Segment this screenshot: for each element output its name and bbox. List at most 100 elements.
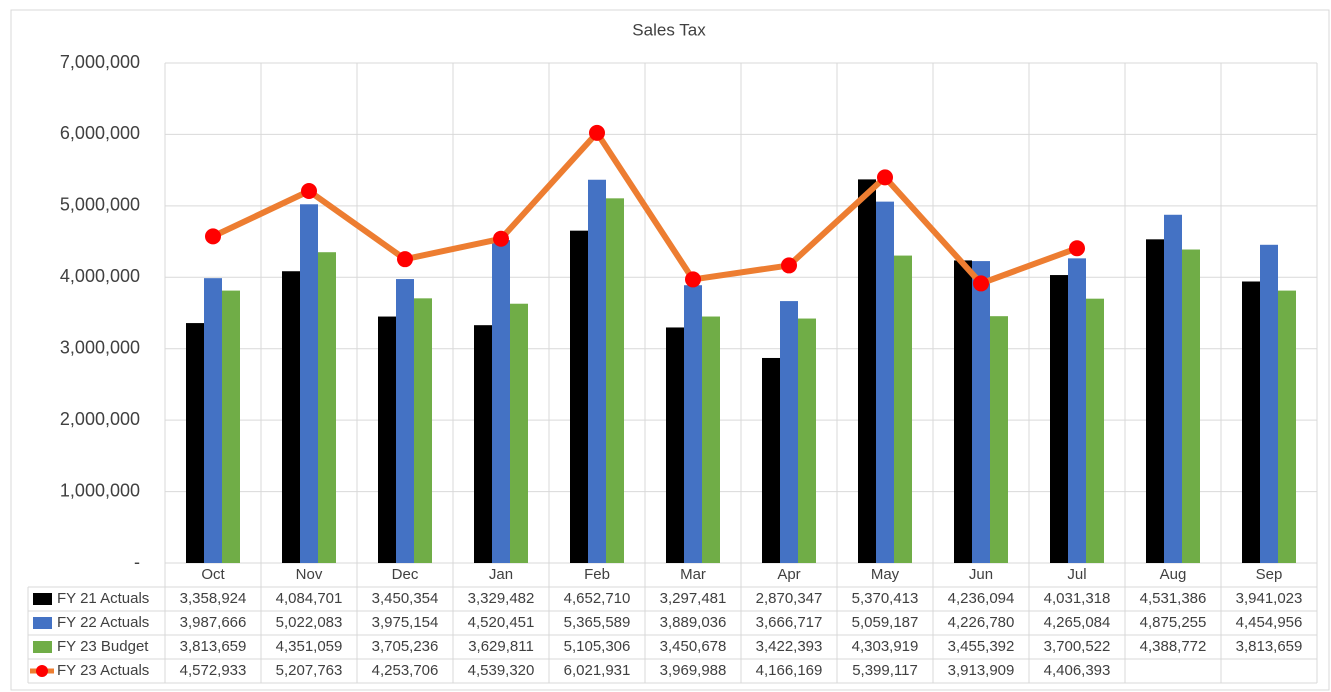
bar (282, 271, 300, 563)
marker (877, 169, 893, 186)
bar (990, 316, 1008, 563)
table-value: 3,666,717 (756, 614, 823, 631)
bar (684, 285, 702, 563)
table-value: 3,889,036 (660, 614, 727, 631)
chart-title: Sales Tax (632, 20, 706, 39)
y-tick-label: 3,000,000 (60, 337, 140, 357)
bar (954, 260, 972, 563)
legend-key (33, 593, 52, 605)
table-value: 6,021,931 (564, 662, 631, 679)
y-tick-label: 5,000,000 (60, 195, 140, 215)
bar (510, 303, 528, 563)
table-value: 4,572,933 (180, 662, 247, 679)
table-value: 4,520,451 (468, 614, 535, 631)
table-value: 3,705,236 (372, 638, 439, 655)
line (211, 129, 1079, 287)
table-value: 5,370,413 (852, 590, 919, 607)
bar (1068, 258, 1086, 563)
marker (685, 271, 701, 288)
bar (1146, 239, 1164, 563)
x-tick-label: Mar (680, 566, 706, 583)
bar (894, 255, 912, 563)
table-value: 4,454,956 (1236, 614, 1303, 631)
table-value: 3,450,678 (660, 638, 727, 655)
legend-key-marker (36, 665, 48, 677)
y-tick-label: 4,000,000 (60, 266, 140, 286)
bar (798, 318, 816, 563)
bar (204, 278, 222, 563)
marker (1069, 240, 1085, 257)
bar (858, 179, 876, 563)
chart-border (10, 9, 1330, 691)
x-tick-label: Dec (392, 566, 419, 583)
table-value: 4,388,772 (1140, 638, 1207, 655)
bar (414, 298, 432, 563)
legend-label: FY 23 Actuals (57, 662, 149, 679)
legend-label: FY 21 Actuals (57, 590, 149, 607)
table-value: 3,941,023 (1236, 590, 1303, 607)
bar (702, 316, 720, 563)
table-value: 5,207,763 (276, 662, 343, 679)
bar (378, 316, 396, 563)
marker (589, 124, 605, 141)
bar (396, 279, 414, 563)
table-value: 5,022,083 (276, 614, 343, 631)
x-tick-label: Nov (296, 566, 323, 583)
table-value: 3,987,666 (180, 614, 247, 631)
table-value: 4,084,701 (276, 590, 343, 607)
bar (606, 198, 624, 564)
table-value: 3,629,811 (468, 638, 534, 655)
bar (1278, 290, 1296, 563)
table-value: 4,406,393 (1044, 662, 1111, 679)
table-value: 4,652,710 (564, 590, 631, 607)
bar (1086, 298, 1104, 563)
table-value: 3,358,924 (180, 590, 247, 607)
marker (973, 275, 989, 292)
bar (570, 230, 588, 563)
table-value: 4,875,255 (1140, 614, 1207, 631)
x-tick-label: Sep (1256, 566, 1283, 583)
table-value: 3,813,659 (180, 638, 247, 655)
x-tick-label: Oct (201, 566, 225, 583)
marker (493, 230, 509, 247)
table-value: 5,399,117 (852, 662, 918, 679)
legend-key (33, 641, 52, 653)
y-tick-label: - (134, 552, 140, 572)
x-tick-label: Feb (584, 566, 610, 583)
table-value: 3,422,393 (756, 638, 823, 655)
bar (876, 201, 894, 563)
marker (781, 257, 797, 274)
table-value: 3,975,154 (372, 614, 439, 631)
x-tick-label: Jan (489, 566, 513, 583)
table-value: 3,297,481 (660, 590, 727, 607)
table-value: 4,226,780 (948, 614, 1015, 631)
bar (1182, 249, 1200, 563)
bar (588, 179, 606, 563)
marker (301, 183, 317, 200)
table-value: 3,913,909 (948, 662, 1015, 679)
marker (205, 228, 221, 245)
table-value: 3,700,522 (1044, 638, 1111, 655)
table-value: 4,166,169 (756, 662, 823, 679)
table-value: 4,031,318 (1044, 590, 1111, 607)
x-tick-label: Apr (777, 566, 800, 583)
table-value: 3,813,659 (1236, 638, 1303, 655)
bar (186, 323, 204, 563)
y-tick-label: 6,000,000 (60, 123, 140, 143)
x-tick-label: Jun (969, 566, 993, 583)
x-tick-label: Jul (1067, 566, 1086, 583)
bar (1260, 244, 1278, 563)
bar (222, 290, 240, 563)
table-value: 4,531,386 (1140, 590, 1207, 607)
table-value: 4,253,706 (372, 662, 439, 679)
x-tick-label: May (871, 566, 900, 583)
bar (474, 325, 492, 563)
bar (666, 327, 684, 563)
bar (1242, 281, 1260, 563)
y-tick-label: 7,000,000 (60, 52, 140, 72)
bar (492, 240, 510, 563)
table-value: 5,105,306 (564, 638, 631, 655)
table-value: 4,539,320 (468, 662, 535, 679)
table-value: 3,455,392 (948, 638, 1015, 655)
